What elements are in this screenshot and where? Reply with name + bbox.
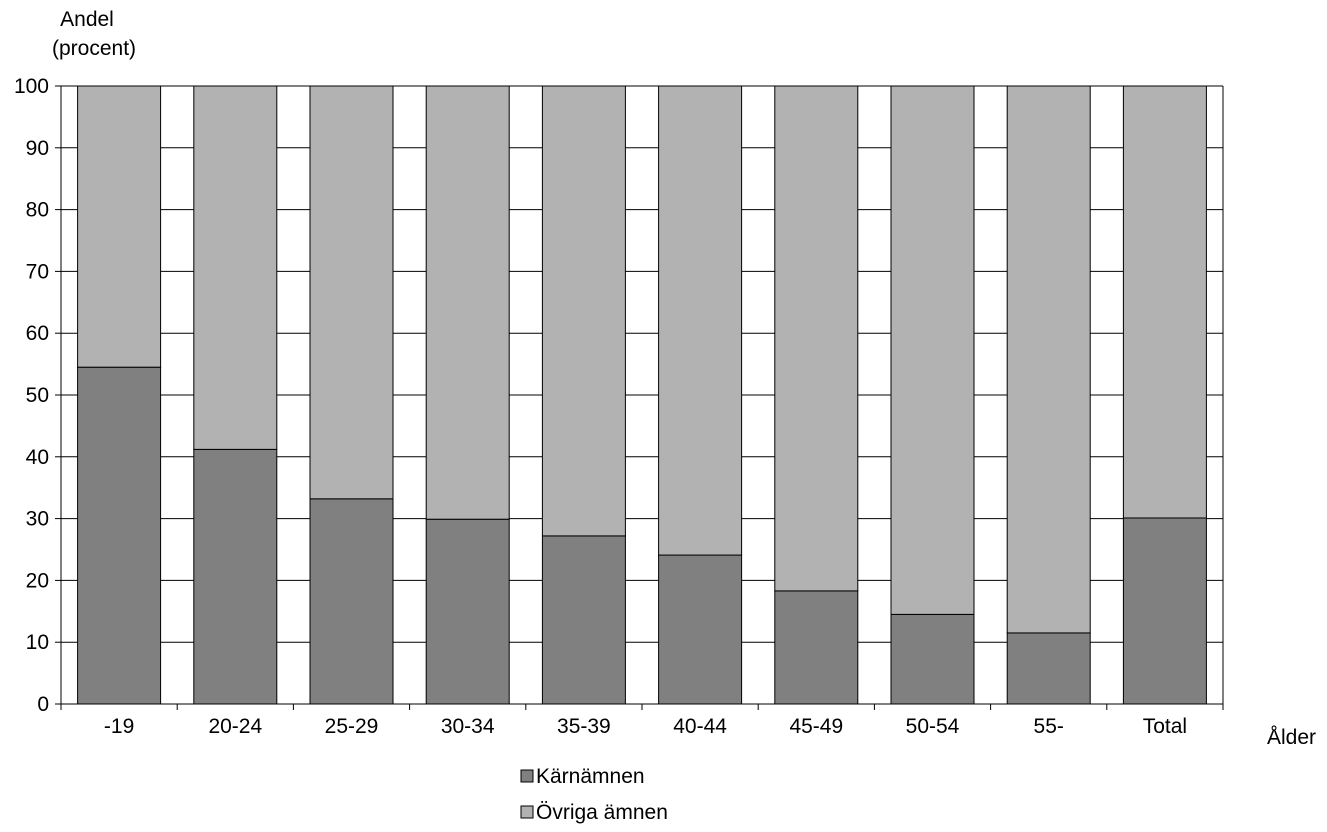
y-tick-label: 90 (26, 137, 49, 160)
bar-segment-karnamnen (77, 366, 162, 705)
y-tick-label: 70 (26, 260, 49, 283)
x-tick-label: 45-49 (789, 715, 843, 738)
legend-swatch-ovriga (520, 805, 534, 819)
bar-segment-ovriga (193, 85, 278, 450)
axes (55, 85, 1224, 710)
y-tick-label: 20 (26, 569, 49, 592)
legend: Kärnämnen Övriga ämnen (520, 765, 668, 824)
y-axis-title-line2: (procent) (52, 37, 136, 60)
bar-segment-karnamnen (309, 498, 394, 705)
y-tick-labels: 0 10 20 30 40 50 60 70 80 90 100 (14, 75, 49, 716)
y-tick-label: 60 (26, 322, 49, 345)
x-tick-label: 20-24 (208, 715, 262, 738)
legend-label-ovriga: Övriga ämnen (536, 801, 668, 824)
bar-segment-ovriga (541, 85, 626, 537)
x-tick-labels: -19 20-24 25-29 30-34 35-39 40-44 45-49 50-54 55… (104, 715, 1187, 738)
bar-segment-ovriga (77, 85, 162, 368)
bars (77, 85, 1207, 705)
x-tick-label: 55- (1034, 715, 1064, 738)
y-tick-label: 100 (14, 75, 49, 98)
y-tick-label: 30 (26, 508, 49, 531)
x-tick-label: 35-39 (557, 715, 611, 738)
bar-segment-ovriga (425, 85, 510, 520)
bar-segment-ovriga (1006, 85, 1091, 634)
bar-segment-ovriga (1122, 85, 1207, 519)
bar-segment-karnamnen (774, 590, 859, 705)
x-tick-label: Total (1143, 715, 1187, 738)
legend-swatch-karnamnen (520, 769, 534, 783)
y-axis-title-line1: Andel (60, 8, 114, 31)
x-tick-label: 30-34 (441, 715, 495, 738)
bar-segment-ovriga (774, 85, 859, 592)
y-tick-label: 40 (26, 446, 49, 469)
bar-segment-ovriga (658, 85, 743, 556)
bar-segment-karnamnen (1006, 632, 1091, 705)
y-tick-label: 0 (37, 693, 49, 716)
y-tick-label: 80 (26, 199, 49, 222)
x-axis-title: Ålder (1267, 726, 1316, 749)
y-tick-label: 50 (26, 384, 49, 407)
x-tick-label: 40-44 (673, 715, 727, 738)
y-tick-label: 10 (26, 631, 49, 654)
bar-segment-karnamnen (193, 448, 278, 705)
legend-label-karnamnen: Kärnämnen (536, 765, 645, 788)
bar-segment-karnamnen (658, 554, 743, 705)
bar-segment-karnamnen (541, 535, 626, 705)
x-tick-label: -19 (104, 715, 134, 738)
x-tick-label: 25-29 (325, 715, 379, 738)
bar-segment-ovriga (890, 85, 975, 615)
bar-segment-karnamnen (1122, 517, 1207, 705)
x-tick-label: 50-54 (906, 715, 960, 738)
bar-segment-karnamnen (425, 518, 510, 705)
bar-segment-karnamnen (890, 613, 975, 705)
bar-segment-ovriga (309, 85, 394, 500)
